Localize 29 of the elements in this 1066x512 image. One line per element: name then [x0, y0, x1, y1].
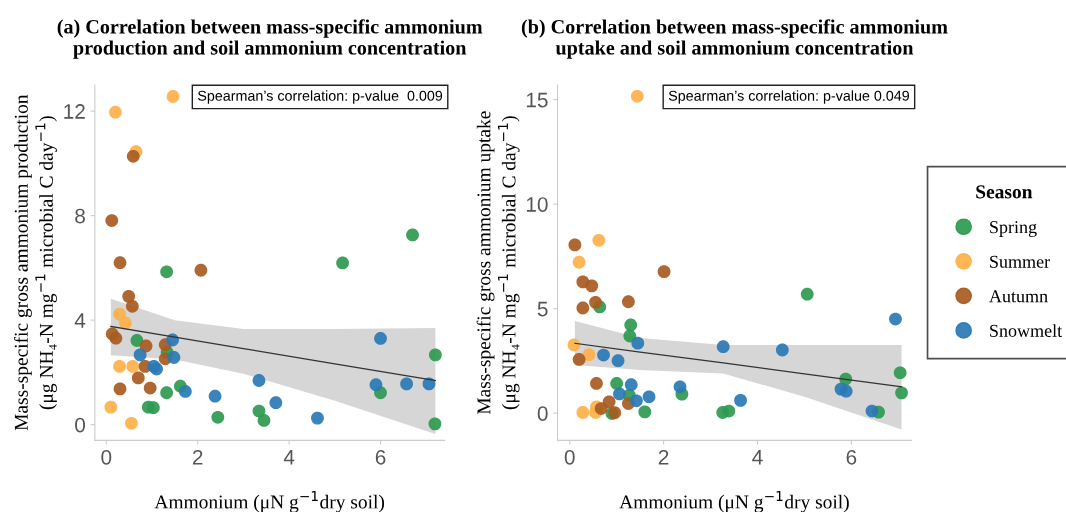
y-tick-label: 12 [64, 104, 85, 119]
x-tick-label: 6 [375, 449, 386, 465]
y-tick-label: 0 [75, 417, 86, 433]
x-tick-label: 2 [192, 449, 203, 465]
legend-label: Summer [990, 255, 1050, 268]
legend-label: Snowmelt [990, 324, 1063, 337]
y-tick-label: 10 [526, 197, 548, 212]
x-axis-title: Ammonium (μN g$^{−1}$dry soil) [619, 490, 849, 512]
legend-label: Spring [990, 221, 1037, 237]
chart-title: (b) Correlation between mass-specific ammonium uptake and soil ammonium concentration [521, 19, 948, 59]
x-tick-label: 4 [283, 450, 295, 465]
x-axis-title: Ammonium (μN g$^{−1}$dry soil) [154, 490, 385, 512]
annotation: Spearman’s correlation: p-value 0.049 [668, 90, 909, 104]
legend-label: Autumn [989, 290, 1048, 303]
y-tick-label: 8 [75, 208, 85, 224]
y-axis-title: Mass-specific gross ammonium production (μg NH₄-N mg$^{−1}$ microbial C day$^{−1}$) [13, 94, 57, 431]
chart-title: (a) Correlation between mass-specific ammonium production and soil ammonium concentration [57, 19, 483, 59]
y-tick-label: 4 [74, 313, 86, 328]
x-tick-label: 0 [564, 449, 575, 465]
x-tick-label: 0 [101, 449, 112, 465]
y-tick-label: 0 [537, 406, 548, 421]
x-tick-label: 4 [752, 450, 763, 465]
legend-title: Season [976, 185, 1033, 199]
y-axis-title: Mass-specific gross ammonium uptake (μg NH₄-N mg$^{−1}$ microbial C day$^{−1}$) [476, 111, 520, 415]
annotation: Spearman’s correlation: p-value 0.009 [197, 90, 443, 104]
y-tick-label: 5 [537, 301, 548, 317]
x-tick-label: 6 [846, 449, 857, 465]
x-tick-label: 2 [658, 449, 669, 465]
y-tick-label: 15 [526, 92, 548, 108]
